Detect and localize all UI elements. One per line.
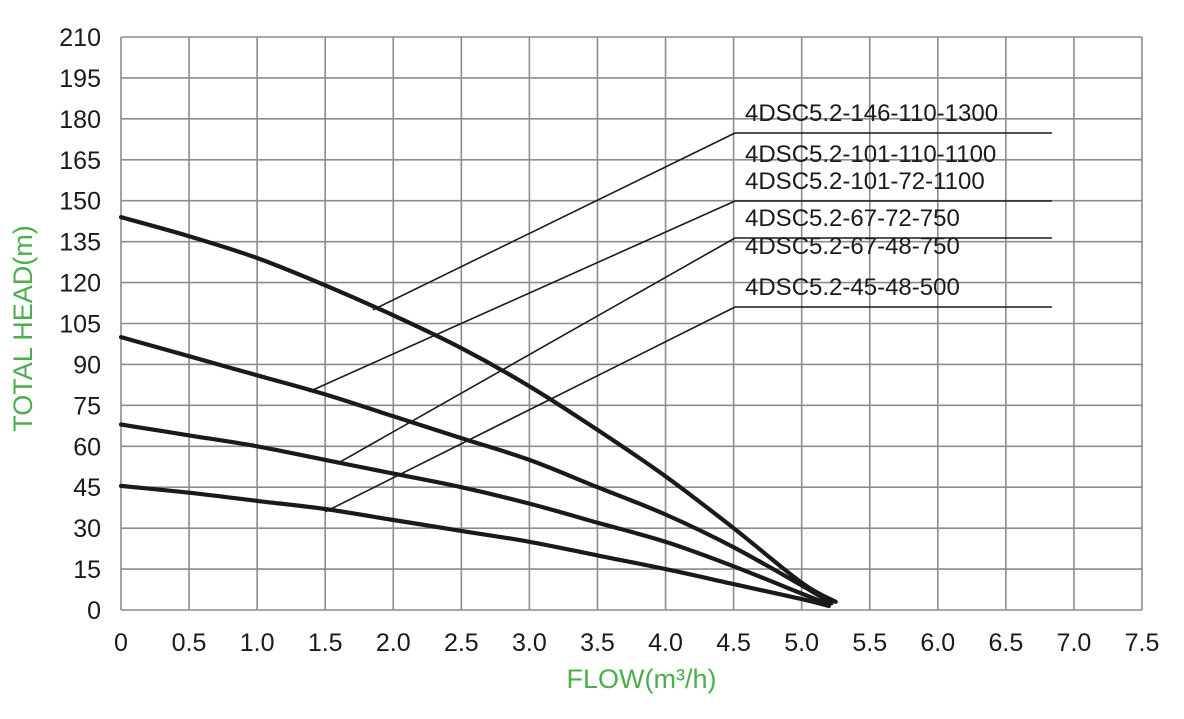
y-tick-label: 0 [87,597,101,625]
y-tick-label: 135 [59,229,101,257]
chart-label-leaders [308,132,1052,513]
series-label: 4DSC5.2-101-110-1100 [745,141,996,168]
series-label: 4DSC5.2-67-48-750 [745,233,960,260]
y-tick-label: 60 [73,433,101,461]
series-curve [118,483,831,608]
y-tick-label: 150 [59,188,101,216]
x-tick-label: 1.0 [240,629,275,657]
y-tick-label: 210 [59,24,101,52]
x-tick-label: 7.5 [1125,629,1160,657]
series-label: 4DSC5.2-146-110-1300 [745,100,998,127]
x-tick-label: 4.0 [648,629,683,657]
label-leader-line [372,132,736,311]
y-tick-label: 165 [59,147,101,175]
x-tick-label: 7.0 [1057,629,1092,657]
y-tick-label: 45 [73,474,101,502]
label-leader-line [308,200,736,393]
y-tick-label: 180 [59,106,101,134]
x-tick-label: 0 [114,629,128,657]
x-tick-label: 4.5 [716,629,751,657]
series-curve [118,215,838,604]
chart-curves [118,215,838,608]
x-tick-label: 3.0 [512,629,547,657]
y-tick-label: 15 [73,556,101,584]
series-curve [118,335,834,606]
y-tick-label: 105 [59,311,101,339]
x-tick-label: 6.5 [988,629,1023,657]
x-tick-label: 0.5 [172,629,207,657]
label-leader-line [338,237,736,464]
x-tick-label: 2.5 [444,629,479,657]
series-label: 4DSC5.2-67-72-750 [745,205,960,232]
x-axis-label: FLOW(m³/h) [567,664,717,694]
series-label: 4DSC5.2-101-72-1100 [745,168,985,195]
x-tick-label: 1.5 [308,629,343,657]
y-axis-label: TOTAL HEAD(m) [8,225,38,432]
x-tick-label: 6.0 [920,629,955,657]
x-tick-label: 5.5 [852,629,887,657]
series-label: 4DSC5.2-45-48-500 [745,274,960,301]
y-tick-label: 195 [59,65,101,93]
y-tick-label: 75 [73,392,101,420]
x-tick-label: 3.5 [580,629,615,657]
x-tick-label: 2.0 [376,629,411,657]
y-tick-label: 120 [59,270,101,298]
series-curve [118,422,831,607]
chart-series-labels: 4DSC5.2-146-110-1300 4DSC5.2-101-110-1100… [745,100,998,301]
y-tick-label: 30 [73,515,101,543]
label-leader-line [324,306,736,513]
chart-tick-labels: 0 0.5 1.0 1.5 2.0 2.5 3.0 3.5 4.0 4.5 5.0 5.5 6.0 6.5… [59,24,1159,657]
y-tick-label: 90 [73,351,101,379]
x-tick-label: 5.0 [784,629,819,657]
